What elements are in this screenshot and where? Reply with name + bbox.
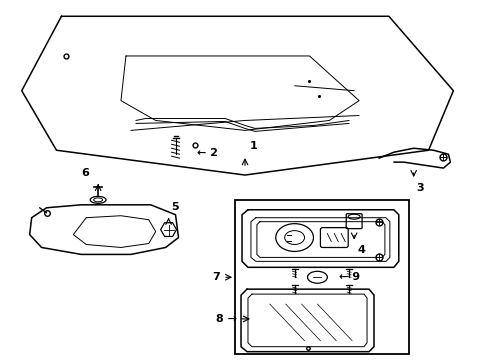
Text: 1: 1: [249, 141, 257, 151]
Text: 5: 5: [171, 202, 179, 212]
Text: ← 2: ← 2: [197, 148, 218, 158]
Text: 8 →: 8 →: [216, 314, 237, 324]
Text: ← 9: ← 9: [339, 272, 360, 282]
Text: 7: 7: [212, 272, 220, 282]
Text: 3: 3: [416, 183, 424, 193]
Text: 4: 4: [356, 246, 364, 256]
Text: 6: 6: [81, 168, 89, 178]
Bar: [235, 200, 408, 354]
